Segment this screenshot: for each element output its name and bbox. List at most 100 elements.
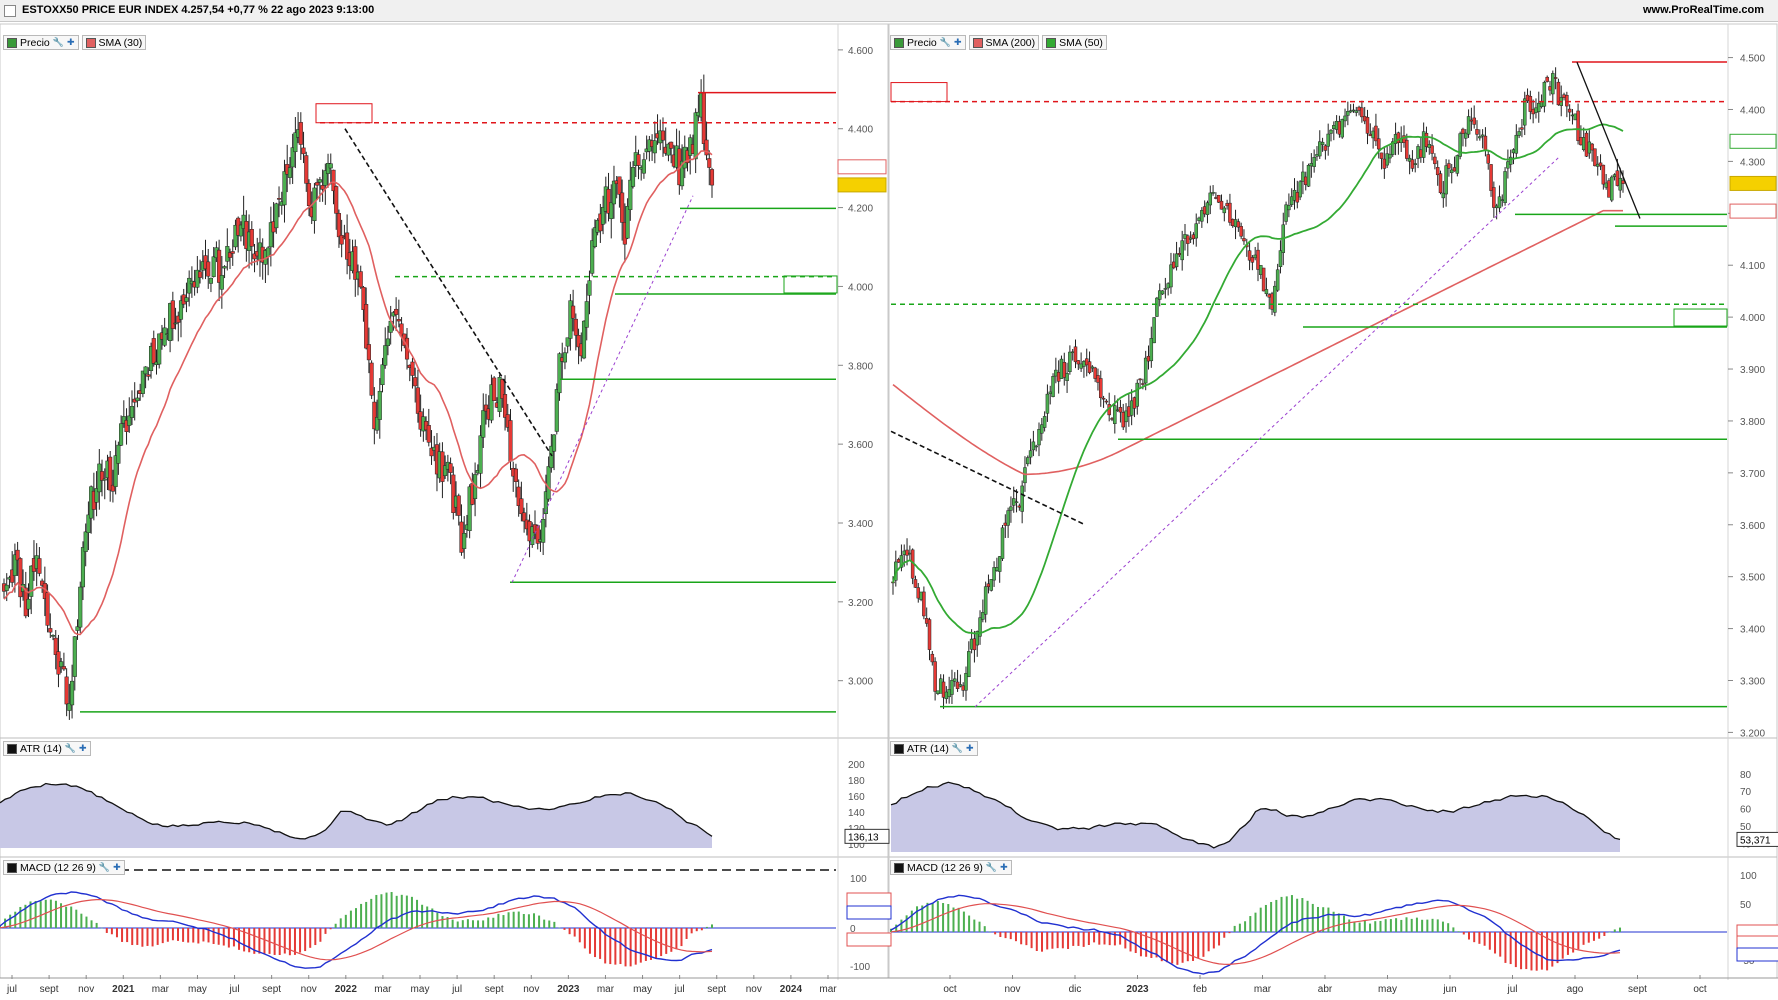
plus-icon[interactable]: ✚ (66, 37, 75, 47)
candle (933, 661, 937, 692)
x-tick-label: 2022 (335, 984, 358, 995)
candle (1553, 77, 1558, 79)
wrench-icon[interactable]: 🔧 (64, 743, 77, 753)
candle (1376, 138, 1381, 150)
candle (198, 271, 203, 278)
candle (535, 525, 540, 544)
candle (162, 327, 167, 346)
wrench-icon[interactable]: 🔧 (951, 743, 964, 753)
atr-line (890, 781, 1621, 849)
candle (489, 384, 494, 421)
legend-macd[interactable]: MACD (12 26 9) 🔧 ✚ (3, 860, 125, 875)
macd-bar (1296, 898, 1299, 932)
chart-area[interactable]: 4.600 4.400 4.200 4.000 3.800 3.600 3.400 3.200… (0, 22, 1778, 1000)
candle (29, 565, 34, 597)
legend-sma200[interactable]: SMA (200) (968, 35, 1040, 50)
x-tick-label: may (1378, 984, 1397, 995)
macd-bar (1405, 917, 1408, 932)
macd-bar (1165, 932, 1168, 963)
macd-bar (1035, 932, 1038, 951)
legend-atr[interactable]: ATR (14) 🔧 ✚ (3, 741, 91, 756)
site-link[interactable]: www.ProRealTime.com (1642, 4, 1764, 16)
sma30-line (3, 150, 713, 636)
macd-bar (1207, 932, 1210, 952)
candle (1236, 221, 1241, 228)
left-atr-legend: ATR (14) 🔧 ✚ (3, 741, 91, 756)
candle (964, 673, 968, 691)
legend-sma50[interactable]: SMA (50) (1042, 35, 1107, 50)
plus-icon[interactable]: ✚ (953, 37, 962, 47)
candle (1421, 131, 1426, 158)
candle (1480, 134, 1485, 137)
atr-line (0, 782, 713, 840)
candle (80, 547, 86, 588)
macd-bar (182, 928, 185, 942)
candle (611, 180, 617, 205)
candle (1306, 164, 1311, 187)
candle (502, 394, 508, 418)
candle (1301, 171, 1305, 182)
legend-precio[interactable]: Precio 🔧 ✚ (3, 35, 79, 50)
right-legend: Precio 🔧 ✚ SMA (200) SMA (50) (890, 35, 1107, 50)
wrench-icon[interactable]: 🔧 (98, 862, 111, 872)
candle (1188, 237, 1193, 240)
legend-precio-right[interactable]: Precio 🔧 ✚ (890, 35, 966, 50)
candle (233, 224, 238, 248)
macd-bar (405, 895, 408, 928)
candle (1514, 134, 1519, 154)
macd-bar (533, 913, 535, 928)
sma200-swatch (972, 37, 983, 48)
candle (1528, 96, 1533, 112)
macd-bar (375, 894, 378, 928)
candle (1180, 240, 1184, 261)
macd-bar (121, 928, 124, 942)
legend-sma30[interactable]: SMA (30) (81, 35, 147, 50)
legend-macd-right[interactable]: MACD (12 26 9) 🔧 ✚ (890, 860, 1012, 875)
macd-bar (1384, 919, 1387, 932)
x-tick-label: jul (451, 984, 462, 995)
macd-bar (309, 928, 312, 948)
macd-bar (1421, 919, 1424, 932)
candle (981, 612, 985, 620)
window-icon[interactable] (4, 5, 16, 17)
macd-bar (482, 920, 485, 928)
candle (413, 377, 418, 387)
macd-bar (1457, 931, 1460, 932)
macd-bar (1181, 932, 1184, 963)
candle (366, 344, 371, 361)
atr-area (891, 782, 1620, 852)
plus-icon[interactable]: ✚ (1000, 862, 1008, 872)
macd-bar (1249, 916, 1252, 932)
macd-bar (390, 892, 393, 928)
candle (478, 435, 483, 474)
candle (1500, 199, 1505, 201)
candle (230, 251, 235, 254)
candle (1287, 205, 1291, 211)
candle (1194, 223, 1198, 239)
macd-bar (1483, 932, 1486, 946)
y-tick-label: 4.200 (848, 204, 873, 215)
macd-bar (385, 892, 388, 928)
plus-icon[interactable]: ✚ (79, 743, 87, 753)
wrench-icon[interactable]: 🔧 (939, 37, 951, 47)
candle (1239, 226, 1243, 237)
candle (924, 618, 929, 624)
candle (10, 569, 15, 583)
wrench-icon[interactable]: 🔧 (985, 862, 998, 872)
candle (576, 335, 581, 348)
legend-atr-right[interactable]: ATR (14) 🔧 ✚ (890, 741, 978, 756)
macd-signal-line (890, 903, 1621, 966)
plus-icon[interactable]: ✚ (966, 743, 974, 753)
macd-bar (711, 924, 713, 928)
macd-bar (1431, 918, 1434, 932)
plus-icon[interactable]: ✚ (113, 862, 121, 872)
candle (652, 140, 657, 154)
wrench-icon[interactable]: 🔧 (52, 37, 64, 47)
atr-tick-label: 180 (848, 776, 865, 787)
trendline-up-right (974, 155, 1561, 708)
macd-bar (410, 896, 413, 928)
y-tick-label: 4.400 (1740, 105, 1765, 116)
candle (1466, 116, 1471, 135)
candle (1419, 149, 1423, 158)
candle (1127, 406, 1131, 417)
